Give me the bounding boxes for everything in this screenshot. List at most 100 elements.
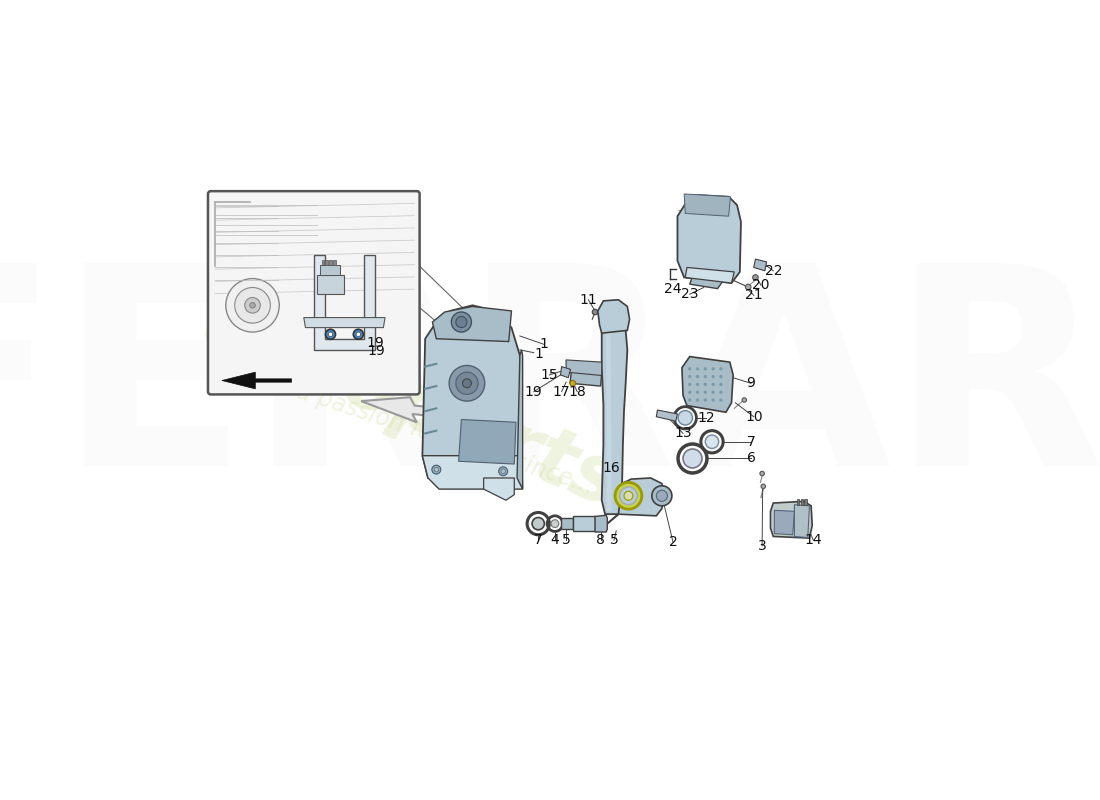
Polygon shape <box>484 478 515 500</box>
Circle shape <box>551 520 559 527</box>
Circle shape <box>619 487 637 505</box>
Text: 16: 16 <box>603 461 620 475</box>
Text: 12: 12 <box>697 411 715 425</box>
Circle shape <box>226 278 279 332</box>
Circle shape <box>353 330 363 339</box>
Circle shape <box>250 302 255 308</box>
Polygon shape <box>222 372 292 389</box>
Text: 23: 23 <box>681 287 698 301</box>
Circle shape <box>719 398 723 402</box>
Text: 17: 17 <box>553 385 571 398</box>
Polygon shape <box>573 516 595 531</box>
Polygon shape <box>422 306 521 478</box>
Text: 11: 11 <box>580 293 597 306</box>
Circle shape <box>328 332 332 337</box>
Text: 13: 13 <box>674 426 692 441</box>
Circle shape <box>592 310 597 314</box>
Polygon shape <box>314 255 375 350</box>
Circle shape <box>712 367 715 370</box>
Polygon shape <box>685 267 735 283</box>
Polygon shape <box>561 518 573 530</box>
Circle shape <box>652 486 672 506</box>
Circle shape <box>615 482 641 509</box>
Circle shape <box>704 382 707 386</box>
Text: 22: 22 <box>764 264 782 278</box>
Text: 9: 9 <box>747 376 756 390</box>
Text: europarts: europarts <box>190 286 632 525</box>
Text: a passion for parts since...: a passion for parts since... <box>293 379 596 498</box>
Circle shape <box>570 381 575 386</box>
Text: 19: 19 <box>366 336 384 350</box>
Circle shape <box>688 367 692 370</box>
Text: 10: 10 <box>745 410 762 424</box>
Text: 1: 1 <box>539 338 548 351</box>
Polygon shape <box>361 398 460 422</box>
Text: 2: 2 <box>669 535 678 549</box>
Circle shape <box>451 312 472 332</box>
Text: 18: 18 <box>569 385 586 398</box>
FancyBboxPatch shape <box>208 191 419 394</box>
Circle shape <box>624 491 632 500</box>
Circle shape <box>455 317 466 327</box>
Circle shape <box>719 367 723 370</box>
Text: 7: 7 <box>747 434 756 449</box>
Circle shape <box>434 467 439 472</box>
Bar <box>329 260 332 265</box>
Polygon shape <box>682 357 734 412</box>
Polygon shape <box>422 456 522 489</box>
Polygon shape <box>595 515 607 532</box>
Text: 7: 7 <box>534 534 542 547</box>
Circle shape <box>462 379 472 388</box>
Polygon shape <box>570 370 602 386</box>
Circle shape <box>696 375 700 378</box>
Circle shape <box>704 398 707 402</box>
Text: 4: 4 <box>551 534 559 547</box>
Circle shape <box>244 298 261 313</box>
Text: 1: 1 <box>535 346 543 361</box>
Polygon shape <box>618 478 664 516</box>
Circle shape <box>532 518 544 530</box>
Polygon shape <box>684 194 730 216</box>
Polygon shape <box>774 510 794 534</box>
Polygon shape <box>606 322 612 511</box>
Bar <box>796 499 800 505</box>
Bar <box>320 265 340 274</box>
Circle shape <box>712 382 715 386</box>
Circle shape <box>719 382 723 386</box>
Circle shape <box>500 469 505 474</box>
Text: 3: 3 <box>758 539 767 553</box>
Circle shape <box>752 274 758 280</box>
Polygon shape <box>561 366 571 378</box>
Polygon shape <box>459 419 516 464</box>
Circle shape <box>712 375 715 378</box>
Text: 14: 14 <box>804 534 822 547</box>
Text: 8: 8 <box>596 534 605 547</box>
Circle shape <box>719 375 723 378</box>
Polygon shape <box>794 505 810 538</box>
Text: FERRARI: FERRARI <box>0 254 1100 524</box>
Bar <box>317 274 344 294</box>
Text: 19: 19 <box>367 344 386 358</box>
Polygon shape <box>597 300 629 333</box>
Polygon shape <box>602 318 627 514</box>
Polygon shape <box>678 195 741 283</box>
Text: 6: 6 <box>747 451 756 466</box>
Circle shape <box>696 382 700 386</box>
Circle shape <box>704 375 707 378</box>
Circle shape <box>696 367 700 370</box>
Circle shape <box>688 375 692 378</box>
Polygon shape <box>657 410 678 421</box>
Circle shape <box>719 390 723 394</box>
Circle shape <box>683 449 702 468</box>
Text: 24: 24 <box>664 282 682 296</box>
Polygon shape <box>304 318 385 327</box>
Circle shape <box>704 367 707 370</box>
Polygon shape <box>690 276 723 289</box>
Circle shape <box>326 330 336 339</box>
Circle shape <box>432 465 441 474</box>
Circle shape <box>712 398 715 402</box>
Circle shape <box>742 398 747 402</box>
Bar <box>804 499 807 505</box>
Circle shape <box>704 390 707 394</box>
Bar <box>321 260 324 265</box>
